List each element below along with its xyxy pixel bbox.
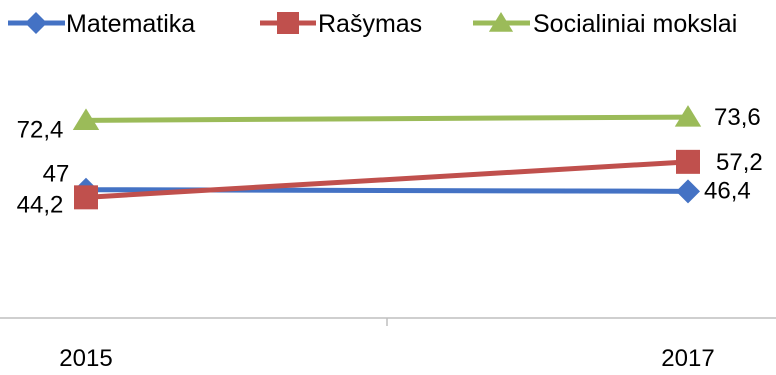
legend-item-rasymas: Rašymas: [260, 10, 422, 38]
legend-square-marker: [277, 12, 299, 34]
data-label-socialiniai-mokslai-2017: 73,6: [714, 104, 761, 131]
legend-item-socialiniai-mokslai: Socialiniai mokslai: [473, 10, 737, 38]
legend-label-socialiniai-mokslai: Socialiniai mokslai: [533, 10, 737, 38]
data-labels: 47 46,4 44,2 57,2 72,4 73,6: [17, 104, 763, 218]
x-tick-label-2015: 2015: [59, 345, 112, 370]
legend: Matematika Rašymas Socialiniai mokslai: [8, 10, 737, 38]
data-label-rasymas-2017: 57,2: [716, 149, 763, 176]
series-lines: [72, 105, 702, 210]
legend-triangle-marker: [488, 12, 514, 32]
point-rasymas-2015: [74, 185, 98, 210]
legend-label-matematika: Matematika: [66, 10, 195, 38]
legend-label-rasymas: Rašymas: [318, 10, 422, 38]
x-tick-label-2017: 2017: [661, 345, 714, 370]
series-line-rasymas: [85, 159, 689, 200]
series-line-socialiniai-mokslai: [85, 114, 689, 123]
data-label-matematika-2017: 46,4: [704, 177, 751, 204]
data-label-socialiniai-mokslai-2015: 72,4: [17, 116, 64, 143]
point-socialiniai-mokslai-2015: [72, 108, 100, 130]
data-label-rasymas-2015: 44,2: [17, 191, 64, 218]
point-matematika-2017: [676, 179, 700, 204]
legend-item-matematika: Matematika: [8, 10, 195, 38]
data-label-matematika-2015: 47: [43, 161, 70, 188]
legend-diamond-marker: [25, 12, 47, 34]
x-axis: 2015 2017: [0, 317, 776, 372]
point-rasymas-2017: [676, 149, 700, 174]
point-socialiniai-mokslai-2017: [674, 105, 702, 127]
